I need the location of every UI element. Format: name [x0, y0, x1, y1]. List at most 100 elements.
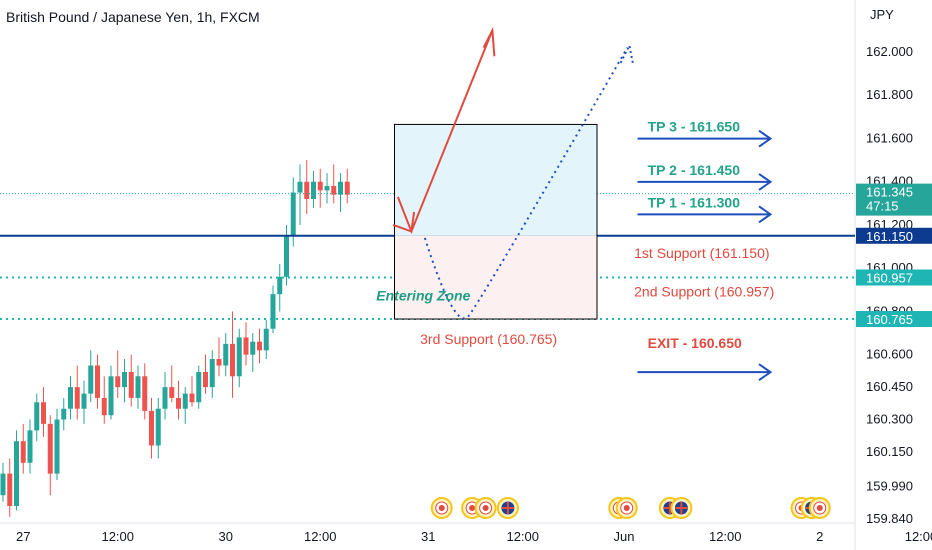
exit-label: EXIT - 160.650 [648, 335, 742, 351]
japan-flag-dot [482, 505, 489, 511]
candle-body [47, 423, 53, 474]
stop-zone [394, 235, 597, 320]
candle-body [277, 276, 283, 295]
candle-body [27, 430, 33, 463]
y-tick-label: 161.800 [866, 87, 913, 102]
candle-body [236, 337, 242, 377]
candle-body [324, 186, 330, 191]
candle-body [331, 186, 337, 195]
candle-body [61, 408, 67, 420]
drawings: TP 3 - 161.650 TP 2 - 161.450 TP 1 - 161.3… [376, 26, 774, 381]
tp2-label: TP 2 - 161.450 [648, 162, 741, 178]
candle-body [223, 343, 229, 366]
countdown: 47:15 [866, 199, 899, 214]
arrow-head [482, 26, 496, 57]
candle-body [209, 359, 215, 388]
candle-body [108, 376, 114, 416]
arrow-head [758, 129, 773, 148]
x-tick-label: 12:00 [905, 529, 932, 544]
candle-body [81, 393, 87, 409]
y-tick-label: 159.990 [866, 479, 913, 494]
y-tick-label: 160.450 [866, 379, 913, 394]
candle-body [290, 192, 296, 236]
candle-body [270, 294, 276, 329]
x-tick-label: 31 [421, 529, 435, 544]
price-tag [856, 311, 932, 328]
candle-body [250, 341, 256, 355]
price-tag-label: 160.765 [866, 312, 913, 327]
candle-body [311, 181, 316, 200]
candle-body [142, 376, 148, 411]
price-axis: JPY162.000161.800161.600161.400161.20016… [856, 7, 932, 526]
candle-body [115, 376, 121, 388]
grid [0, 0, 856, 550]
candle-body [162, 387, 168, 409]
candle-body [230, 343, 235, 377]
arrow-head [619, 42, 634, 64]
candle-body [169, 387, 175, 398]
candle-body [7, 473, 13, 507]
candle-body [14, 441, 19, 507]
candle-body [74, 387, 80, 409]
support3-label: 3rd Support (160.765) [420, 331, 557, 347]
candles [0, 160, 350, 517]
candle-body [128, 371, 134, 398]
candle-body [149, 410, 154, 446]
time-axis: 27 12:00 30 12:00 31 12:00 Jun 12:00 2 12:00 [16, 529, 932, 544]
arrow-head [758, 363, 773, 381]
target-zone [394, 124, 597, 236]
candle-body [243, 337, 249, 355]
long-position-box [394, 123, 598, 320]
support2-label: 2nd Support (160.957) [634, 284, 774, 300]
candle-body [284, 235, 289, 277]
x-tick-label: 2 [816, 529, 823, 544]
x-tick-label: 27 [16, 529, 30, 544]
price-tag [856, 227, 932, 244]
tp3-label: TP 3 - 161.650 [648, 119, 741, 135]
y-tick-label: 160.600 [866, 347, 913, 362]
candle-body [122, 371, 127, 388]
candle-body [135, 376, 141, 398]
candle-body [317, 181, 323, 191]
candle-body [338, 181, 343, 195]
x-tick-label: Jun [614, 529, 635, 544]
y-tick-label: 162.000 [866, 44, 913, 59]
arrow-head [392, 211, 416, 233]
japan-flag-dot [469, 505, 476, 511]
last-price-tag [856, 183, 932, 216]
japan-flag-dot [623, 505, 630, 511]
candle-body [344, 181, 350, 195]
position-box-border [394, 123, 598, 320]
candle-body [203, 371, 208, 388]
candle-body [41, 402, 46, 424]
arrow-head [758, 205, 773, 224]
candle-body [304, 181, 310, 200]
japan-flag-dot [816, 505, 823, 511]
candle-body [182, 393, 188, 409]
candle-body [297, 181, 303, 193]
event-markers [430, 497, 831, 519]
y-tick-label: 160.150 [866, 444, 913, 459]
candle-body [216, 359, 222, 366]
x-tick-label: 12:00 [709, 529, 742, 544]
candle-body [88, 365, 94, 394]
y-tick-label: 160.300 [866, 412, 913, 427]
candle-body [95, 365, 100, 398]
price-tag-label: 161.150 [866, 229, 913, 244]
arrow-head [758, 173, 773, 191]
y-tick-label: 161.600 [866, 130, 913, 145]
candle-body [0, 473, 6, 496]
candle-body [54, 419, 60, 474]
support1-label: 1st Support (161.150) [634, 245, 769, 261]
candle-body [263, 328, 269, 351]
x-tick-label: 30 [219, 529, 233, 544]
last-price-value: 161.345 [866, 185, 913, 200]
tp1-label: TP 1 - 161.300 [648, 194, 741, 210]
candle-body [196, 371, 202, 403]
x-tick-label: 12:00 [304, 529, 337, 544]
candle-body [176, 397, 181, 409]
projected-path [423, 47, 629, 320]
candle-body [20, 441, 26, 463]
chart-title: British Pound / Japanese Yen, 1h, FXCM [6, 9, 260, 25]
